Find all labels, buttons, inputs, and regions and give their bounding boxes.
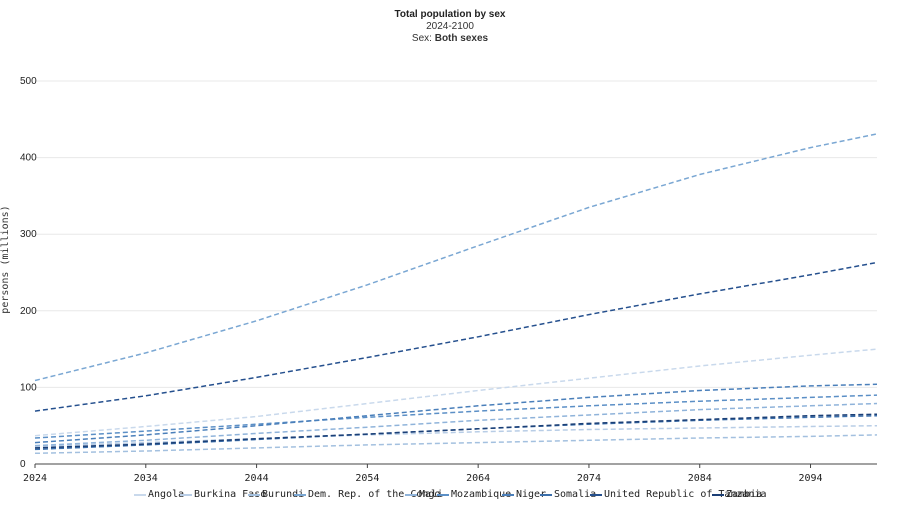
y-axis-label: persons (millions) [0, 205, 11, 313]
y-tick-label: 200 [20, 306, 37, 317]
x-tick-label: 2094 [798, 473, 822, 484]
series-line-zambia [34, 413, 878, 449]
legend-label: Angola [148, 489, 185, 500]
filter-label: Sex: [411, 33, 435, 44]
x-tick-label: 2084 [688, 473, 712, 484]
x-tick-label: 2064 [466, 473, 490, 484]
legend-label: Burundi [262, 489, 305, 500]
series-line-niger [34, 383, 878, 444]
legend-swatch [180, 493, 192, 496]
legend-item[interactable]: Niger [502, 489, 546, 500]
legend-item[interactable]: United Republic of Tanzania [590, 489, 767, 500]
legend-label: Somalia [554, 489, 597, 500]
series-line-mozambique [34, 394, 878, 439]
x-tick-label: 2034 [134, 473, 158, 484]
series-line-mali [34, 402, 878, 447]
series-line-burundi [34, 434, 878, 455]
legend-label: Dem. Rep. of the Congo [308, 489, 441, 500]
legend-item[interactable]: Zambia [712, 489, 762, 500]
y-tick-label: 100 [20, 382, 37, 393]
legend-item[interactable]: Burkina Faso [180, 489, 266, 500]
x-tick-label: 2054 [355, 473, 379, 484]
chart-filter: Sex: Both sexes [0, 33, 900, 45]
legend-item[interactable]: Dem. Rep. of the Congo [294, 489, 440, 500]
legend-label: Mozambique [451, 489, 512, 500]
series-line-united-republic-of-tanzania [34, 261, 878, 412]
y-tick-label: 0 [20, 459, 26, 470]
y-tick-label: 300 [20, 229, 37, 240]
legend-swatch [590, 493, 602, 496]
legend-label: Zambia [726, 489, 763, 500]
chart-subtitle: 2024-2100 [426, 21, 474, 32]
legend-label: Niger [516, 489, 547, 500]
chart-legend: Angola Burkina Faso Burundi Dem. Rep. of th… [0, 489, 900, 505]
x-tick-label: 2044 [245, 473, 269, 484]
legend-swatch [134, 493, 146, 496]
series-line-somalia [34, 414, 878, 451]
x-tick-label: 2024 [23, 473, 47, 484]
chart-titles: Total population by sex 2024-2100 Sex: B… [0, 9, 900, 45]
legend-swatch [405, 493, 417, 496]
legend-item[interactable]: Mali [405, 489, 443, 500]
series-line-angola [34, 348, 878, 437]
line-chart: 0 100 200 300 400 500 2024 2034 2044 2054 2064 2074… [0, 76, 878, 484]
legend-label: Mali [419, 489, 444, 500]
legend-swatch [437, 493, 449, 496]
legend-item[interactable]: Somalia [540, 489, 596, 500]
y-tick-label: 500 [20, 76, 37, 87]
series-line-burkina-faso [34, 424, 878, 448]
legend-swatch [248, 493, 260, 496]
legend-swatch [712, 493, 724, 496]
series-line-dem-rep-of-the-congo [34, 133, 878, 382]
legend-item[interactable]: Mozambique [437, 489, 511, 500]
chart-title: Total population by sex [394, 9, 506, 20]
legend-swatch [294, 493, 306, 496]
legend-item[interactable]: Burundi [248, 489, 304, 500]
legend-label: Burkina Faso [194, 489, 267, 500]
legend-label: United Republic of Tanzania [604, 489, 767, 500]
legend-swatch [502, 493, 514, 496]
x-tick-label: 2074 [577, 473, 601, 484]
legend-swatch [540, 493, 552, 496]
y-tick-label: 400 [20, 153, 37, 164]
legend-item[interactable]: Angola [134, 489, 184, 500]
filter-value: Both sexes [434, 33, 489, 44]
